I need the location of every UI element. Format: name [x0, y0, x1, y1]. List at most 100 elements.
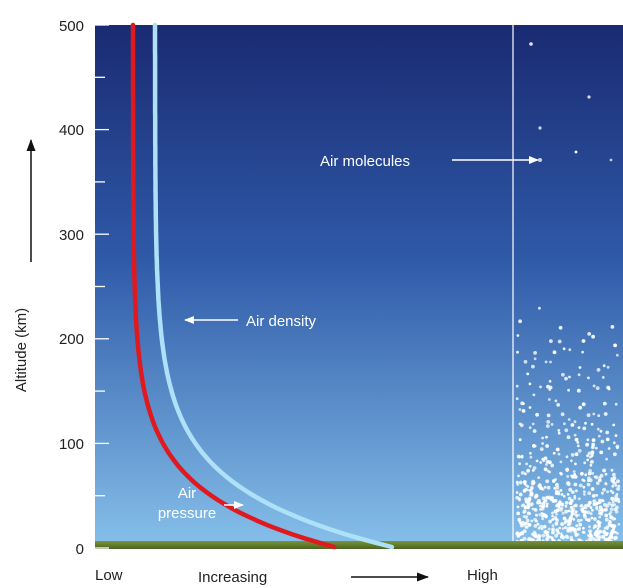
air-molecule-dot: [613, 497, 618, 502]
air-molecule-dot: [576, 441, 580, 444]
air-molecule-dot: [553, 498, 558, 503]
air-molecule-dot: [615, 353, 619, 357]
air-molecule-dot: [572, 518, 576, 521]
air-molecule-dot: [579, 518, 583, 522]
air-molecule-dot: [532, 538, 535, 542]
air-molecule-dot: [528, 489, 532, 492]
air-molecule-dot: [530, 532, 534, 536]
air-molecule-dot: [582, 479, 586, 482]
air-molecule-dot: [603, 508, 607, 512]
air-molecule-dot: [555, 503, 560, 508]
air-molecule-dot: [616, 532, 619, 535]
air-molecule-dot: [598, 515, 602, 519]
air-molecule-dot: [606, 538, 611, 542]
air-molecule-dot: [589, 461, 593, 464]
air-molecule-dot: [533, 351, 537, 355]
air-molecule-dot: [588, 531, 592, 535]
air-molecule-dot: [579, 504, 583, 508]
air-molecule-dot: [590, 422, 594, 426]
air-molecule-dot: [557, 431, 561, 435]
air-molecule-dot: [559, 507, 563, 512]
air-molecule-dot: [587, 479, 590, 482]
air-molecule-dot: [589, 534, 592, 538]
air-molecule-dot: [548, 460, 552, 465]
air-molecule-dot: [545, 533, 550, 538]
air-molecule-dot: [524, 472, 527, 476]
air-molecule-dot: [566, 523, 570, 527]
air-molecule-dot: [591, 508, 594, 512]
air-molecule-dot: [524, 499, 529, 504]
air-molecule-dot: [564, 501, 569, 505]
air-molecule-dot: [551, 514, 554, 518]
air-molecule-dot: [575, 489, 578, 493]
air-molecule-dot: [545, 537, 549, 541]
air-molecule-dot: [613, 343, 617, 348]
air-molecule-dot: [547, 398, 551, 401]
air-molecule-dot: [603, 537, 608, 542]
air-molecule-dot: [609, 158, 613, 162]
air-molecule-dot: [573, 494, 577, 498]
air-molecule-dot: [560, 534, 564, 538]
air-molecule-dot: [583, 493, 586, 496]
air-molecule-dot: [589, 512, 593, 516]
air-molecule-dot: [574, 462, 577, 466]
air-molecule-dot: [516, 505, 520, 509]
air-molecule-dot: [543, 456, 548, 461]
air-molecule-dot: [567, 388, 570, 392]
air-molecule-dot: [610, 325, 615, 329]
air-molecule-dot: [559, 532, 563, 536]
air-molecule-dot: [560, 522, 564, 526]
air-molecule-dot: [569, 498, 574, 503]
air-molecule-dot: [573, 530, 578, 534]
air-pressure-label-line1: Air: [178, 485, 196, 502]
air-molecule-dot: [613, 452, 617, 457]
air-molecule-dot: [584, 421, 587, 425]
air-molecule-dot: [614, 509, 619, 514]
air-molecule-dot: [550, 423, 554, 426]
air-molecule-dot: [577, 448, 582, 453]
air-molecule-dot: [596, 520, 600, 524]
air-molecule-dot: [604, 517, 609, 522]
air-molecule-dot: [587, 537, 592, 541]
air-molecule-dot: [554, 399, 558, 403]
air-molecule-dot: [541, 533, 546, 538]
air-molecule-dot: [564, 428, 569, 433]
air-molecule-dot: [539, 461, 543, 464]
air-molecule-dot: [598, 475, 602, 479]
air-molecule-dot: [546, 413, 551, 418]
air-molecule-dot: [599, 450, 604, 455]
air-molecule-dot: [537, 533, 540, 537]
air-molecule-dot: [522, 480, 527, 484]
air-molecule-dot: [612, 441, 616, 445]
air-molecule-dot: [596, 527, 600, 531]
air-molecule-dot: [548, 388, 552, 391]
air-molecule-dot: [592, 526, 596, 530]
air-molecule-dot: [587, 95, 591, 99]
air-molecule-dot: [614, 535, 618, 540]
air-molecule-dot: [600, 439, 605, 444]
air-molecule-dot: [528, 426, 532, 430]
air-molecule-dot: [531, 422, 535, 426]
air-molecule-dot: [535, 459, 539, 463]
air-molecule-dot: [592, 499, 597, 504]
air-molecule-dot: [545, 435, 548, 439]
air-molecule-dot: [590, 516, 594, 520]
air-molecule-dot: [525, 522, 530, 526]
air-molecule-dot: [616, 446, 619, 450]
air-molecule-dot: [602, 364, 606, 368]
air-molecule-dot: [610, 503, 615, 508]
air-molecule-dot: [516, 532, 521, 536]
air-molecule-dot: [518, 462, 521, 466]
air-molecule-dot: [518, 319, 522, 324]
air-molecule-dot: [516, 334, 520, 337]
y-tick-200: 200: [59, 331, 84, 348]
air-molecule-dot: [611, 516, 616, 521]
air-molecule-dot: [607, 447, 611, 450]
air-molecule-dot: [601, 534, 606, 539]
air-molecule-dot: [532, 466, 537, 470]
air-molecule-dot: [550, 536, 554, 540]
ground-strip: [95, 541, 623, 549]
air-molecule-dot: [577, 373, 581, 377]
air-molecule-dot: [553, 516, 558, 520]
air-molecule-dot: [587, 332, 592, 336]
